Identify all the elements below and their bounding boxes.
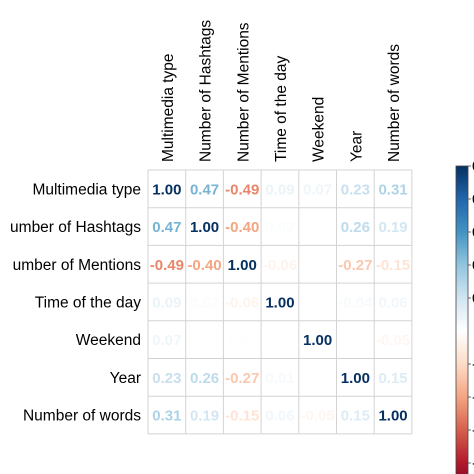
colorbar: 0 0 0 0 0 -0 -0 -0 -0 bbox=[455, 158, 474, 474]
cell-value: 0.26 bbox=[190, 370, 219, 387]
cell-value: 0.01 bbox=[303, 257, 332, 274]
cell-value: -0.06 bbox=[225, 294, 259, 311]
column-labels: Multimedia type Number of Hashtags Number … bbox=[160, 20, 403, 162]
row-label: umber of Hashtags bbox=[10, 219, 141, 236]
cell-value: 0.01 bbox=[265, 370, 294, 387]
row-label: Weekend bbox=[76, 332, 141, 349]
cell-value: 0.09 bbox=[265, 181, 294, 198]
cell-value: -0.05 bbox=[301, 408, 335, 425]
cell-value: -0.04 bbox=[338, 294, 373, 311]
cell-value: -0.49 bbox=[150, 257, 184, 274]
colorbar-tick-label: -0 bbox=[472, 389, 474, 406]
colorbar-gradient bbox=[455, 165, 469, 474]
cell-value: 0.23 bbox=[152, 370, 181, 387]
cell-value: 0.19 bbox=[378, 219, 407, 236]
cell-value: 0.09 bbox=[152, 294, 181, 311]
colorbar-tick-label: 0 bbox=[472, 158, 474, 175]
column-label: Weekend bbox=[311, 97, 328, 162]
cell-value: -0.06 bbox=[263, 257, 297, 274]
column-label: Number of Hashtags bbox=[198, 20, 215, 162]
row-label: umber of Mentions bbox=[13, 257, 142, 274]
grid bbox=[147, 169, 413, 435]
cell-value: 0.06 bbox=[265, 408, 294, 425]
cell-value: 1.00 bbox=[152, 181, 181, 198]
colorbar-tick-label: 0 bbox=[472, 191, 474, 208]
column-label: Number of words bbox=[386, 44, 403, 162]
cell-value: 0.31 bbox=[152, 408, 181, 425]
cell-value: 1.00 bbox=[378, 408, 407, 425]
cell-value: 0.06 bbox=[378, 294, 407, 311]
row-label: Year bbox=[110, 370, 141, 387]
cell-value: 0.07 bbox=[152, 332, 181, 349]
colorbar-tick-label: -0 bbox=[472, 422, 474, 439]
row-label: Number of words bbox=[23, 408, 141, 425]
cell-value: 1.00 bbox=[190, 219, 219, 236]
cell-value: 0.00 bbox=[190, 332, 219, 349]
cell-value: -0.40 bbox=[225, 219, 259, 236]
column-label: Year bbox=[348, 131, 365, 162]
cell-value: 0.31 bbox=[378, 181, 407, 198]
cell-value: 0.00 bbox=[303, 294, 332, 311]
colorbar-tick-label: -0 bbox=[472, 356, 474, 373]
cell-value: 0.23 bbox=[341, 181, 370, 198]
row-label: Time of the day bbox=[35, 294, 142, 311]
cell-value: -0.49 bbox=[225, 181, 259, 198]
cell-values: 1.00 0.47 -0.49 0.09 0.07 0.23 0.31 0.47 1.00 -0.… bbox=[150, 181, 410, 424]
cell-value: 0.07 bbox=[303, 181, 332, 198]
cell-value: 0.26 bbox=[341, 219, 370, 236]
cell-value: -0.27 bbox=[338, 257, 372, 274]
row-labels: Multimedia type umber of Hashtags umber of… bbox=[10, 181, 141, 424]
column-label: Number of Mentions bbox=[235, 22, 252, 162]
cell-value: -0.05 bbox=[376, 332, 410, 349]
cell-value: 1.00 bbox=[303, 332, 332, 349]
column-label: Time of the day bbox=[273, 55, 290, 162]
cell-value: 1.00 bbox=[228, 257, 257, 274]
cell-value: 0.02 bbox=[265, 219, 294, 236]
cell-value: 0.15 bbox=[341, 408, 370, 425]
cell-value: -0.27 bbox=[225, 370, 259, 387]
cell-value: -0.40 bbox=[187, 257, 221, 274]
cell-value: -0.15 bbox=[376, 257, 410, 274]
cell-value: 0.15 bbox=[378, 370, 407, 387]
row-label: Multimedia type bbox=[32, 181, 141, 198]
cell-value: 0.00 bbox=[303, 219, 332, 236]
column-label: Multimedia type bbox=[160, 53, 177, 162]
cell-value: 1.00 bbox=[265, 294, 294, 311]
cell-value: -0.15 bbox=[225, 408, 259, 425]
cell-value: 1.00 bbox=[341, 370, 370, 387]
cell-value: 0.02 bbox=[190, 294, 219, 311]
colorbar-tick-label: -0 bbox=[472, 455, 474, 472]
colorbar-tick-label: 0 bbox=[472, 290, 474, 307]
colorbar-tick-label: 0 bbox=[472, 257, 474, 274]
cell-value: 0.19 bbox=[190, 408, 219, 425]
cell-value: 0.00 bbox=[265, 332, 294, 349]
cell-value: 0.47 bbox=[190, 181, 219, 198]
cell-value: 0.47 bbox=[152, 219, 181, 236]
cell-value: 0.01 bbox=[228, 332, 257, 349]
colorbar-tick-label: 0 bbox=[472, 224, 474, 241]
